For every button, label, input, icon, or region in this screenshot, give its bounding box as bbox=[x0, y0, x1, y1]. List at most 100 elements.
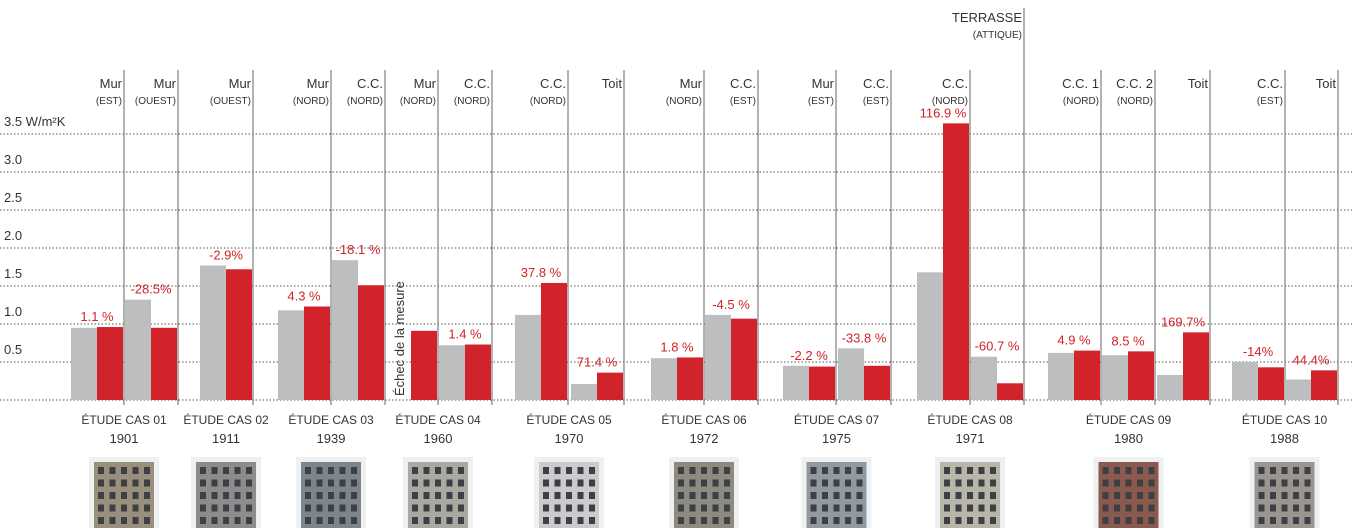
building-window bbox=[412, 467, 418, 474]
building-window bbox=[845, 467, 851, 474]
building-window bbox=[1293, 517, 1299, 524]
building-photo bbox=[1093, 457, 1164, 528]
bar-before bbox=[838, 348, 864, 400]
building-window bbox=[1304, 504, 1311, 512]
bar-before bbox=[125, 299, 151, 400]
building-window bbox=[98, 492, 104, 499]
column-sublabel: (NORD) bbox=[666, 96, 702, 107]
bar-after bbox=[1074, 350, 1100, 400]
building-window bbox=[1125, 492, 1132, 499]
building-window bbox=[132, 467, 139, 474]
building-window bbox=[316, 479, 323, 487]
building-window bbox=[990, 467, 996, 474]
building-window bbox=[724, 467, 730, 474]
building-window bbox=[990, 479, 996, 487]
building-window bbox=[678, 492, 684, 499]
column-label: TERRASSE bbox=[952, 10, 1022, 25]
building-window bbox=[724, 492, 730, 499]
column-label: C.C. bbox=[1257, 76, 1283, 91]
bar-after bbox=[465, 344, 491, 400]
building-window bbox=[446, 517, 453, 524]
building-photo bbox=[534, 457, 604, 528]
building-window bbox=[121, 492, 127, 499]
building-window bbox=[678, 479, 684, 487]
building-window bbox=[978, 504, 985, 512]
building-window bbox=[1125, 517, 1132, 524]
building-window bbox=[121, 517, 127, 524]
building-window bbox=[1137, 479, 1143, 487]
building-window bbox=[316, 504, 323, 512]
building-window bbox=[577, 467, 584, 474]
building-window bbox=[810, 504, 817, 512]
building-window bbox=[554, 517, 561, 524]
building-window bbox=[1293, 479, 1299, 487]
building-window bbox=[554, 479, 561, 487]
change-label: 1.1 % bbox=[80, 309, 114, 324]
building-window bbox=[458, 517, 464, 524]
column-label: Mur bbox=[414, 76, 437, 91]
change-label: 1.4 % bbox=[448, 327, 482, 342]
building-window bbox=[589, 517, 595, 524]
building-window bbox=[328, 479, 334, 487]
bar-after bbox=[1258, 367, 1284, 400]
column-label: Toit bbox=[1188, 76, 1209, 91]
building-window bbox=[423, 479, 430, 487]
building-window bbox=[589, 504, 595, 512]
building-window bbox=[1258, 467, 1265, 474]
change-label: 8.5 % bbox=[1111, 333, 1145, 348]
building-window bbox=[577, 479, 584, 487]
building-window bbox=[1304, 479, 1311, 487]
building-window bbox=[351, 504, 357, 512]
column-label: C.C. bbox=[357, 76, 383, 91]
building-window bbox=[246, 517, 252, 524]
building-window bbox=[339, 517, 346, 524]
building-window bbox=[1114, 492, 1120, 499]
case-label: ÉTUDE CAS 09 bbox=[1086, 412, 1172, 427]
building-window bbox=[810, 467, 817, 474]
bar-before bbox=[1157, 374, 1183, 400]
building-window bbox=[724, 517, 730, 524]
case-label: ÉTUDE CAS 05 bbox=[526, 412, 612, 427]
building-window bbox=[724, 479, 730, 487]
building-window bbox=[121, 479, 127, 487]
column-label: Toit bbox=[1316, 76, 1337, 91]
bar-after bbox=[1128, 351, 1154, 400]
building-window bbox=[577, 517, 584, 524]
building-window bbox=[412, 504, 418, 512]
building-window bbox=[1102, 517, 1109, 524]
building-window bbox=[1304, 517, 1311, 524]
building-window bbox=[543, 479, 549, 487]
building-window bbox=[458, 467, 464, 474]
building-window bbox=[1148, 467, 1155, 474]
change-label: -18.1 % bbox=[336, 242, 381, 257]
case-label: ÉTUDE CAS 03 bbox=[288, 412, 374, 427]
building-window bbox=[1102, 504, 1109, 512]
case-label: ÉTUDE CAS 07 bbox=[794, 412, 880, 427]
column-label: Mur bbox=[680, 76, 703, 91]
building-window bbox=[543, 492, 549, 499]
column-label: Toit bbox=[602, 76, 623, 91]
bar-before bbox=[200, 265, 226, 400]
bar-after bbox=[677, 357, 703, 400]
building-window bbox=[689, 504, 696, 512]
building-window bbox=[1137, 517, 1143, 524]
building-window bbox=[967, 492, 973, 499]
case-year: 1960 bbox=[424, 431, 453, 446]
column-label: C.C. bbox=[540, 76, 566, 91]
building-window bbox=[1114, 517, 1120, 524]
change-label: 37.8 % bbox=[521, 265, 562, 280]
building-window bbox=[543, 517, 549, 524]
bar-before bbox=[571, 384, 597, 400]
building-window bbox=[944, 517, 950, 524]
building-photo bbox=[296, 457, 366, 528]
building-window bbox=[978, 467, 985, 474]
y-tick-label: 1.0 bbox=[4, 304, 22, 319]
building-window bbox=[833, 479, 840, 487]
building-window bbox=[98, 479, 104, 487]
building-window bbox=[132, 504, 139, 512]
building-window bbox=[678, 467, 684, 474]
building-window bbox=[856, 467, 863, 474]
building-window bbox=[144, 504, 150, 512]
building-window bbox=[822, 467, 828, 474]
building-window bbox=[1148, 479, 1155, 487]
